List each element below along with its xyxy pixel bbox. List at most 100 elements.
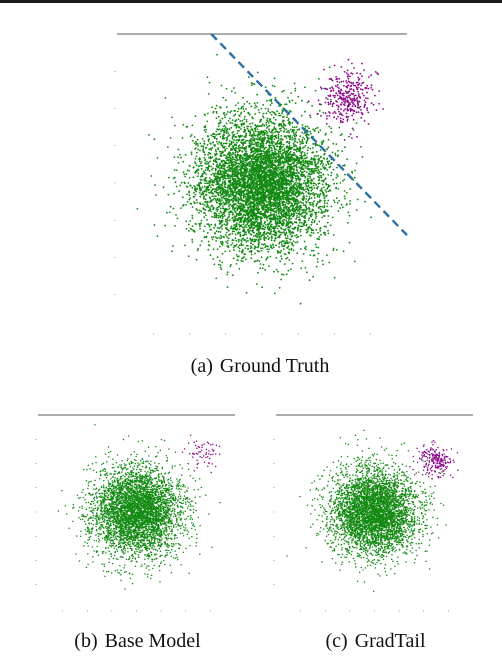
scatter-point [201,137,204,140]
scatter-point [249,169,251,172]
scatter-point [274,161,276,164]
scatter-point [227,186,229,189]
scatter-point [225,224,227,227]
scatter-point [325,182,327,185]
scatter-point [312,249,315,252]
scatter-point [264,107,267,110]
scatter-point [262,228,265,230]
scatter-point [281,223,284,225]
scatter-point [196,175,199,178]
scatter-point [273,155,275,158]
scatter-point [203,204,206,207]
scatter-point [244,167,247,170]
scatter-point [278,242,280,245]
scatter-point [250,257,253,260]
scatter-point [278,286,281,289]
scatter-point [278,219,281,222]
scatter-plot-ground-truth [114,33,408,335]
scatter-point [228,200,231,203]
scatter-point [179,184,182,187]
scatter-point [194,148,196,150]
scatter-point [331,151,334,154]
scatter-point [276,201,279,204]
scatter-point [265,151,268,154]
scatter-point [185,185,188,188]
scatter-point [233,224,235,227]
scatter-point [230,90,233,93]
scatter-point [320,212,323,214]
scatter-point [301,151,304,153]
scatter-point [253,224,255,227]
scatter-point [283,242,286,245]
scatter-point [237,147,240,149]
scatter-point [277,166,280,169]
scatter-point [200,219,203,222]
scatter-point [299,143,302,145]
scatter-point [215,150,217,153]
scatter-point [235,243,238,246]
scatter-point [305,248,307,251]
scatter-point [287,160,290,163]
scatter-point [258,228,261,231]
scatter-point [298,182,301,185]
scatter-point [295,195,298,198]
scatter-point [254,127,257,129]
scatter-point [183,181,186,184]
scatter-point [312,147,314,149]
scatter-point [179,153,181,156]
scatter-point [255,235,257,238]
scatter-point [257,200,260,203]
scatter-point [277,270,279,273]
scatter-point [303,224,305,227]
scatter-point [195,151,198,154]
scatter-point [303,157,306,160]
scatter-point [218,227,221,230]
scatter-point [320,175,323,177]
scatter-point [279,152,282,155]
scatter-point [284,124,287,127]
scatter-point [250,134,253,136]
scatter-point [202,190,205,193]
scatter-point [307,184,310,187]
scatter-point [203,126,206,128]
scatter-point [257,138,260,141]
scatter-point [209,160,211,163]
scatter-point [312,232,315,234]
scatter-point [285,103,288,106]
scatter-point [285,211,287,214]
scatter-point [262,116,265,119]
scatter-point [188,170,191,172]
scatter-point [268,248,270,251]
scatter-point [298,216,300,219]
scatter-point [249,245,252,247]
scatter-point [327,146,330,149]
scatter-point [250,84,253,87]
scatter-point [346,221,349,224]
scatter-point [327,174,330,176]
scatter-point [270,246,273,248]
scatter-point [169,137,172,139]
scatter-point [226,273,229,276]
scatter-point [304,125,307,128]
scatter-point [339,207,342,209]
scatter-point [319,208,322,211]
scatter-point [310,186,313,189]
scatter-point [263,166,265,169]
scatter-point [272,122,275,124]
scatter-point [219,136,222,138]
scatter-point [269,212,272,214]
scatter-point [282,224,285,227]
scatter-point [156,157,159,159]
scatter-point [250,218,253,220]
scatter-point [233,221,235,223]
scatter-point [254,134,257,137]
scatter-point [288,124,291,126]
scatter-point [239,196,242,199]
scatter-point [238,250,241,253]
scatter-point [168,176,170,179]
scatter-point [216,248,219,251]
scatter-point [224,250,227,253]
scatter-point [322,157,325,160]
scatter-point [286,167,289,170]
scatter-point [301,124,304,126]
